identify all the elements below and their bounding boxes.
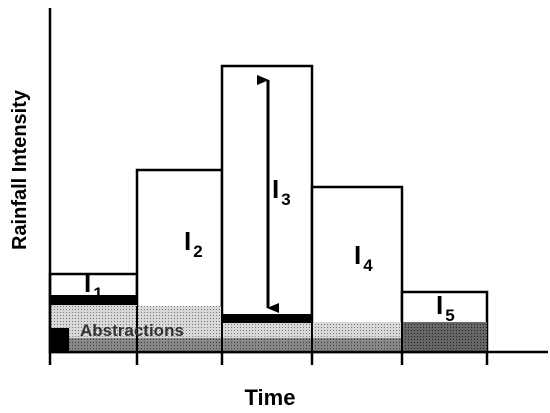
axes: [48, 8, 548, 365]
letter: I: [436, 290, 443, 320]
subscript: 4: [363, 256, 373, 275]
letter: I: [354, 240, 361, 270]
letter: I: [184, 226, 191, 256]
subscript: 3: [281, 190, 290, 209]
abstractions-label: Abstractions: [80, 321, 184, 340]
abstractions: [51, 295, 487, 352]
subscript: 2: [193, 242, 202, 261]
y-axis-label: Rainfall Intensity: [9, 89, 31, 250]
letter: I: [84, 268, 91, 298]
x-axis-label: Time: [245, 385, 296, 410]
letter: I: [272, 174, 279, 204]
subscript: 5: [445, 306, 454, 325]
bar-labels: I 1I 2I 3I 4I 5: [84, 174, 455, 325]
subscript: 1: [93, 284, 102, 303]
